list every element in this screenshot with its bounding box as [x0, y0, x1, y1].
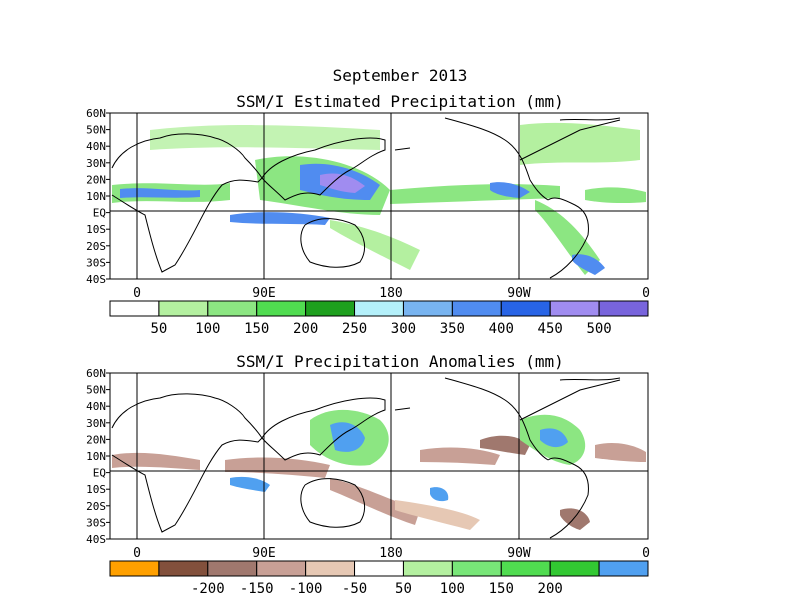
latitude-label: 60N — [86, 107, 106, 120]
colorbar-label: 50 — [150, 321, 167, 337]
latitude-label: 40S — [86, 533, 106, 546]
colorbar-swatch — [109, 300, 160, 317]
colorbar-swatch — [109, 560, 160, 577]
colorbar-swatch — [158, 300, 209, 317]
longitude-label: 180 — [379, 286, 402, 301]
latitude-label: 20S — [86, 240, 106, 253]
colorbar-label: 100 — [195, 321, 220, 337]
colorbar-label: 300 — [391, 321, 416, 337]
anomaly-map: 60N 50N 40N 30N 20N 10N EQ 10S 20S 30S 40S 0 90E 180… — [86, 367, 650, 597]
colorbar-swatch — [402, 560, 453, 577]
colorbar-label: 50 — [395, 581, 412, 597]
latitude-label: 10S — [86, 483, 106, 496]
colorbar-swatch — [354, 560, 404, 577]
colorbar-label: 400 — [489, 321, 514, 337]
longitude-label: 0 — [642, 286, 650, 301]
latitude-label: EQ — [93, 207, 106, 220]
latitude-labels: 60N 50N 40N 30N 20N 10N EQ 10S 20S 30S 40S — [86, 367, 110, 546]
longitude-label: 0 — [642, 546, 650, 561]
panel1-title: SSM/I Estimated Precipitation (mm) — [236, 92, 564, 111]
colorbar-label: 500 — [586, 321, 611, 337]
precipitation-colorbar: 50 100 150 200 250 300 350 400 450 500 — [109, 300, 649, 337]
latitude-label: 30N — [86, 417, 106, 430]
latitude-label: 10N — [86, 450, 106, 463]
colorbar-label: 200 — [293, 321, 318, 337]
anomaly-shading — [112, 409, 646, 530]
longitude-label: 90E — [252, 286, 275, 301]
longitude-label: 90E — [252, 546, 275, 561]
colorbar-label: 450 — [538, 321, 563, 337]
longitude-labels: 0 90E 180 90W 0 — [133, 286, 650, 301]
colorbar-label: -150 — [240, 581, 274, 597]
colorbar-label: -50 — [342, 581, 367, 597]
colorbar-label: -200 — [191, 581, 225, 597]
colorbar-label: 350 — [440, 321, 465, 337]
coastlines — [111, 117, 621, 279]
latitude-label: 40S — [86, 273, 106, 286]
colorbar-swatch — [256, 560, 307, 577]
graticule — [110, 113, 648, 279]
colorbar-swatch — [402, 300, 453, 317]
colorbar-swatch — [305, 560, 356, 577]
latitude-label: 20S — [86, 500, 106, 513]
latitude-label: 20N — [86, 433, 106, 446]
graticule — [110, 373, 648, 539]
latitude-label: 30N — [86, 157, 106, 170]
latitude-label: 30S — [86, 516, 106, 529]
colorbar-label: 150 — [489, 581, 514, 597]
latitude-label: 30S — [86, 256, 106, 269]
colorbar-swatch — [158, 560, 209, 577]
colorbar-label: 200 — [538, 581, 563, 597]
colorbar-swatch — [549, 300, 600, 317]
latitude-label: 40N — [86, 140, 106, 153]
latitude-label: 40N — [86, 400, 106, 413]
latitude-label: 10N — [86, 190, 106, 203]
colorbar-swatch — [598, 560, 649, 577]
colorbar-swatch — [207, 560, 258, 577]
colorbar-swatch — [598, 300, 649, 317]
longitude-label: 0 — [133, 286, 141, 301]
latitude-label: 60N — [86, 367, 106, 380]
longitude-labels: 0 90E 180 90W 0 — [133, 546, 650, 561]
colorbar-label: 100 — [440, 581, 465, 597]
colorbar-label: -100 — [289, 581, 323, 597]
colorbar-swatch — [500, 560, 551, 577]
latitude-label: EQ — [93, 467, 106, 480]
colorbar-swatch — [500, 300, 551, 317]
colorbar-swatch — [256, 300, 307, 317]
precipitation-shading — [112, 122, 646, 275]
latitude-label: 20N — [86, 173, 106, 186]
longitude-label: 90W — [507, 286, 531, 301]
colorbar-swatch — [305, 300, 356, 317]
figure-title: September 2013 — [332, 66, 468, 85]
colorbar-swatch — [451, 560, 502, 577]
colorbar-swatch — [354, 300, 404, 317]
anomaly-colorbar: -200 -150 -100 -50 50 100 150 200 — [109, 560, 649, 597]
precipitation-map: 60N 50N 40N 30N 20N 10N EQ 10S 20S 30S 40S 0 90E 180… — [86, 107, 650, 337]
colorbar-swatch — [207, 300, 258, 317]
latitude-label: 50N — [86, 384, 106, 397]
longitude-label: 180 — [379, 546, 402, 561]
panel2-title: SSM/I Precipitation Anomalies (mm) — [236, 352, 564, 371]
latitude-labels: 60N 50N 40N 30N 20N 10N EQ 10S 20S 30S 40S — [86, 107, 110, 286]
latitude-label: 10S — [86, 223, 106, 236]
colorbar-swatch — [451, 300, 502, 317]
latitude-label: 50N — [86, 124, 106, 137]
longitude-label: 90W — [507, 546, 531, 561]
coastlines — [111, 377, 621, 539]
longitude-label: 0 — [133, 546, 141, 561]
colorbar-label: 250 — [342, 321, 367, 337]
colorbar-swatch — [549, 560, 600, 577]
colorbar-label: 150 — [244, 321, 269, 337]
